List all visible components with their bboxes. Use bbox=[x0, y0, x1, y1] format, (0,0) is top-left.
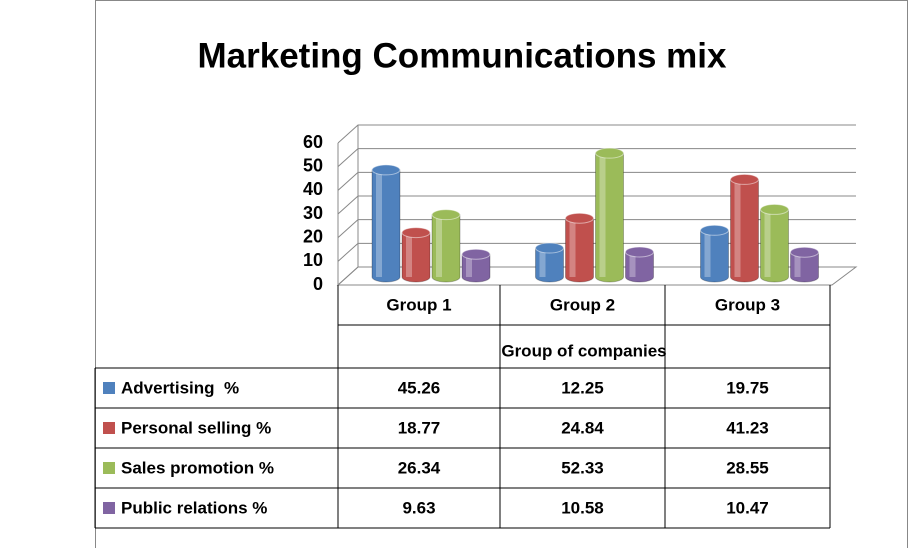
bar bbox=[401, 232, 431, 283]
y-tick-label: 50 bbox=[303, 155, 323, 175]
legend-label: Advertising % bbox=[121, 378, 239, 397]
table-value: 28.55 bbox=[726, 458, 769, 477]
table-value: 12.25 bbox=[561, 378, 604, 397]
bar-top bbox=[401, 227, 431, 239]
y-tick-label: 20 bbox=[303, 226, 323, 246]
bar bbox=[535, 247, 564, 283]
table-value: 18.77 bbox=[398, 418, 441, 437]
table-value: 41.23 bbox=[726, 418, 769, 437]
table-value: 24.84 bbox=[561, 418, 604, 437]
legend-label: Public relations % bbox=[121, 498, 267, 517]
x-axis-label: Group of companies bbox=[501, 341, 666, 360]
x-tick-label: Group 3 bbox=[715, 295, 780, 314]
bar-shade bbox=[794, 252, 801, 277]
bar bbox=[790, 251, 819, 283]
x-tick-label: Group 1 bbox=[386, 295, 451, 314]
bar-shade bbox=[569, 218, 576, 277]
y-tick-label: 10 bbox=[303, 250, 323, 270]
bar bbox=[461, 253, 491, 283]
chart-title: Marketing Communications mix bbox=[198, 36, 728, 75]
bar-top bbox=[535, 242, 564, 254]
bar bbox=[595, 152, 624, 283]
table-value: 9.63 bbox=[402, 498, 435, 517]
legend-swatch bbox=[103, 502, 115, 514]
bar-top bbox=[461, 248, 491, 260]
bar-top bbox=[565, 212, 594, 224]
legend-swatch bbox=[103, 422, 115, 434]
legend-label: Sales promotion % bbox=[121, 458, 274, 477]
bar-shade bbox=[539, 248, 546, 277]
bar-top bbox=[595, 147, 624, 159]
bar-top bbox=[790, 246, 819, 258]
y-tick-label: 0 bbox=[313, 274, 323, 294]
table-value: 10.58 bbox=[561, 498, 604, 517]
bar-shade bbox=[629, 251, 636, 277]
table-value: 19.75 bbox=[726, 378, 769, 397]
bar-shade bbox=[406, 232, 412, 277]
bar-shade bbox=[764, 209, 771, 277]
bar-top bbox=[730, 173, 759, 185]
legend-label: Personal selling % bbox=[121, 418, 271, 437]
bar-shade bbox=[436, 214, 442, 277]
y-tick-label: 40 bbox=[303, 179, 323, 199]
bar bbox=[371, 169, 401, 283]
bar-shade bbox=[466, 254, 472, 277]
bar bbox=[565, 217, 594, 283]
bar-shade bbox=[704, 230, 711, 277]
legend-swatch bbox=[103, 382, 115, 394]
bar-top bbox=[371, 164, 401, 176]
bar-top bbox=[431, 209, 461, 221]
bar-top bbox=[700, 224, 729, 236]
bar bbox=[700, 229, 729, 283]
table-value: 26.34 bbox=[398, 458, 441, 477]
legend-swatch bbox=[103, 462, 115, 474]
bar-shade bbox=[599, 153, 606, 277]
bar-shade bbox=[734, 179, 741, 277]
bar-top bbox=[625, 246, 654, 258]
x-tick-label: Group 2 bbox=[550, 295, 615, 314]
y-tick-label: 60 bbox=[303, 132, 323, 152]
table-value: 10.47 bbox=[726, 498, 769, 517]
bar-top bbox=[760, 203, 789, 215]
bar bbox=[760, 208, 789, 283]
bar bbox=[625, 251, 654, 283]
bar bbox=[431, 214, 461, 283]
table-value: 52.33 bbox=[561, 458, 604, 477]
table-value: 45.26 bbox=[398, 378, 441, 397]
y-tick-label: 30 bbox=[303, 203, 323, 223]
bar-shade bbox=[376, 169, 382, 277]
bar bbox=[730, 178, 759, 283]
